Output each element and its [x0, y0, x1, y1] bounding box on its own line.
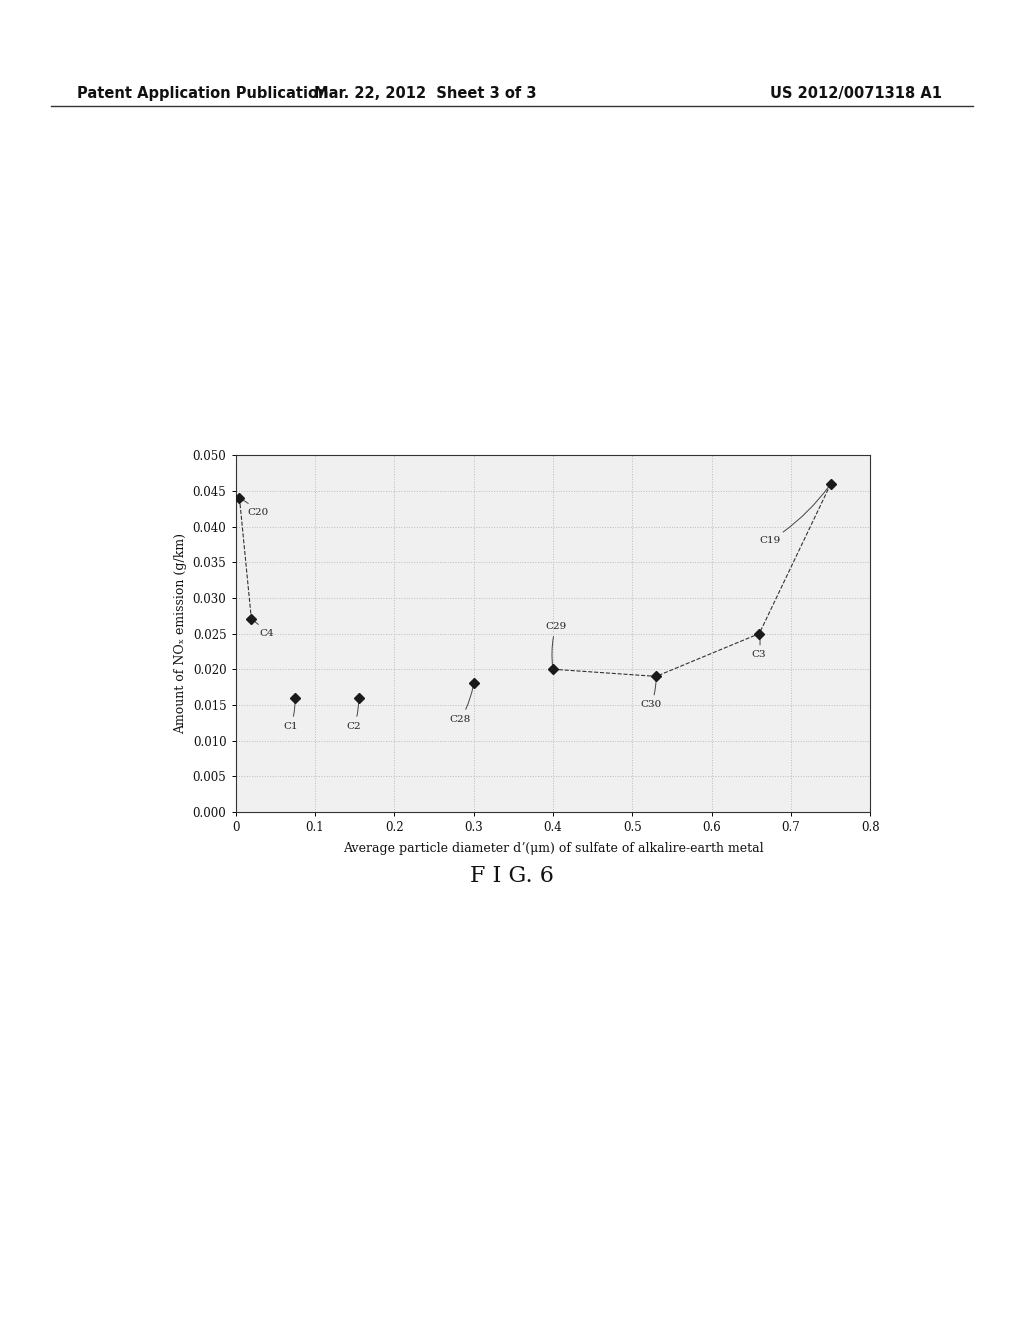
Text: C4: C4	[254, 620, 274, 638]
Text: US 2012/0071318 A1: US 2012/0071318 A1	[770, 86, 942, 100]
Text: Mar. 22, 2012  Sheet 3 of 3: Mar. 22, 2012 Sheet 3 of 3	[313, 86, 537, 100]
Text: C30: C30	[640, 680, 662, 709]
Text: F I G. 6: F I G. 6	[470, 865, 554, 887]
Text: C2: C2	[346, 701, 361, 731]
X-axis label: Average particle diameter dʼ(μm) of sulfate of alkalire-earth metal: Average particle diameter dʼ(μm) of sulf…	[343, 842, 763, 855]
Text: C29: C29	[545, 622, 566, 667]
Text: C20: C20	[242, 499, 268, 517]
Text: Patent Application Publication: Patent Application Publication	[77, 86, 329, 100]
Text: C1: C1	[283, 701, 298, 731]
Text: C19: C19	[760, 486, 829, 545]
Text: C3: C3	[752, 636, 766, 660]
Y-axis label: Amount of NOₓ emission (g/km): Amount of NOₓ emission (g/km)	[174, 533, 187, 734]
Text: C28: C28	[450, 686, 473, 723]
